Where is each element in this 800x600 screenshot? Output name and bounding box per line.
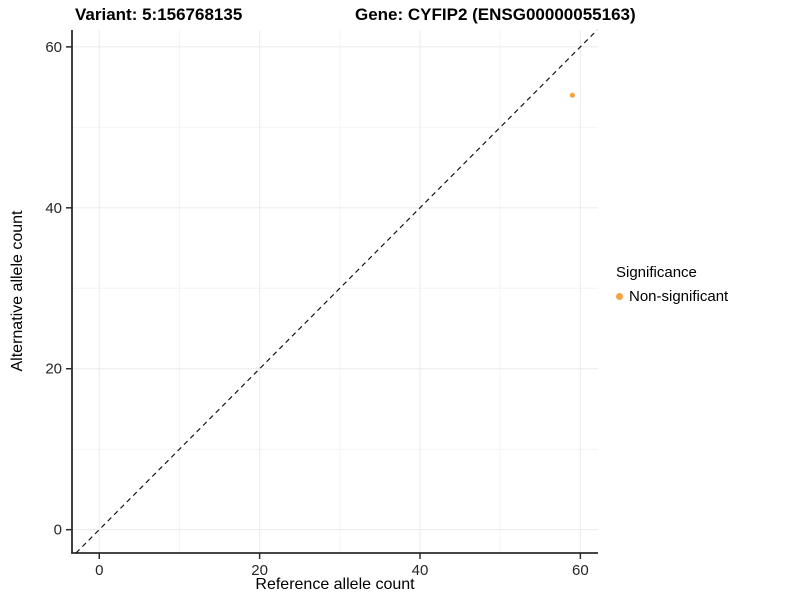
x-axis-tick-label: 0 — [95, 562, 103, 579]
plot-title-variant: Variant: 5:156768135 — [75, 5, 243, 24]
x-axis-title: Reference allele count — [255, 576, 415, 593]
identity-dashed-line — [75, 29, 598, 554]
y-axis-title: Alternative allele count — [9, 210, 26, 372]
data-point — [569, 92, 575, 98]
y-axis-tick-label: 40 — [45, 200, 62, 217]
x-axis-tick-label: 40 — [412, 562, 429, 579]
legend-title: Significance — [616, 264, 697, 281]
x-axis-tick-label: 20 — [251, 562, 268, 579]
x-axis-tick-label: 60 — [572, 562, 589, 579]
y-axis-tick-label: 20 — [45, 361, 62, 378]
legend: Significance Non-significant — [616, 264, 728, 305]
y-axis-tick-label: 0 — [54, 522, 62, 539]
plot-title-gene: Gene: CYFIP2 (ENSG00000055163) — [355, 5, 636, 24]
legend-item: Non-significant — [616, 288, 728, 305]
y-axis-tick-label: 60 — [45, 39, 62, 56]
legend-item-label: Non-significant — [629, 288, 729, 305]
legend-point-icon — [616, 293, 623, 300]
